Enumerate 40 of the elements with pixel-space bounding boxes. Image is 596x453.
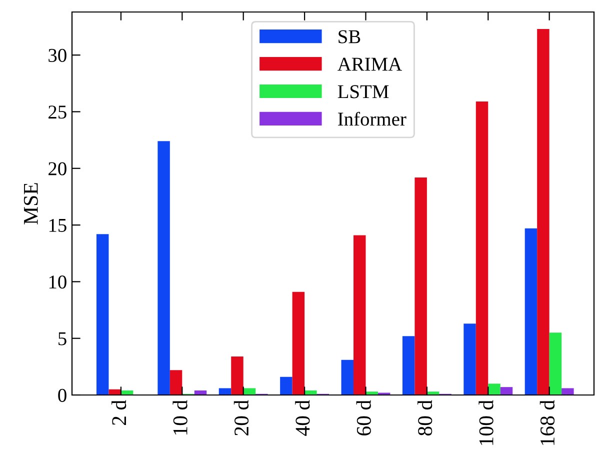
x-tick-label: 20 d <box>234 400 249 436</box>
bar <box>243 388 256 395</box>
bar <box>292 292 305 395</box>
y-tick-label: 25 <box>48 106 66 119</box>
legend-label: Informer <box>338 112 406 126</box>
bar <box>96 234 109 395</box>
x-tick-label: 10 d <box>172 400 188 434</box>
y-tick-label: 15 <box>49 218 66 232</box>
y-axis-title: MSE <box>24 183 38 224</box>
x-tick-label: 40 d <box>295 400 310 436</box>
x-tick-label: 80 d <box>417 400 432 436</box>
bar <box>341 360 354 395</box>
bar <box>402 336 415 395</box>
bar <box>464 324 476 395</box>
bar <box>414 177 427 395</box>
y-tick-label: 0 <box>58 388 66 402</box>
bar <box>476 102 488 395</box>
bar <box>500 387 513 395</box>
y-tick-label: 20 <box>48 162 66 176</box>
legend-label: ARIMA <box>338 58 402 71</box>
x-tick-label: 60 d <box>356 400 371 436</box>
bar <box>218 388 232 395</box>
bar <box>524 228 538 395</box>
bar <box>562 388 574 395</box>
y-tick-label: 5 <box>58 332 66 346</box>
bar <box>170 370 182 395</box>
bar <box>488 384 500 395</box>
y-tick-label: 30 <box>48 48 66 62</box>
bar <box>231 356 244 395</box>
bar <box>158 141 170 395</box>
bar <box>354 235 366 395</box>
bar <box>280 376 292 395</box>
legend-label: LSTM <box>338 85 389 98</box>
x-tick-label: 168 d <box>540 400 555 445</box>
bar <box>549 332 562 395</box>
bar <box>537 28 550 395</box>
y-tick-label: 10 <box>49 276 66 289</box>
x-tick-label: 2 d <box>112 400 126 425</box>
legend-label: SB <box>338 30 360 44</box>
x-tick-label: 100 d <box>478 400 494 445</box>
